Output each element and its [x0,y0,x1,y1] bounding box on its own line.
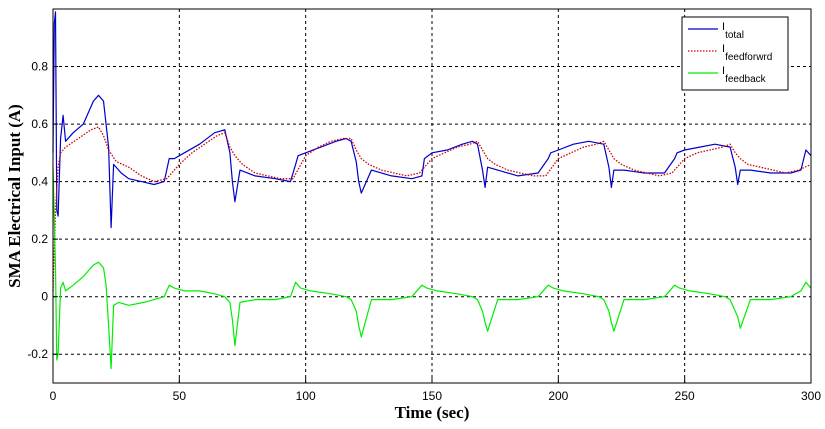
series-line-i-feedback [52,167,812,370]
y-tick-label: 0.2 [31,232,48,246]
grid [53,9,811,383]
x-tick-label: 50 [173,389,187,403]
series-line-i-total [52,11,812,229]
series-layer [52,11,812,370]
x-tick-label: 150 [422,389,442,403]
legend-sublabel-i-total: total [725,30,744,41]
legend-sublabel-i-feedforwrd: feedforwrd [725,52,772,63]
x-tick-label: 250 [675,389,695,403]
y-tick-label: -0.2 [27,347,48,361]
y-tick-label: 0.8 [31,60,48,74]
legend-sublabel-i-feedback: feedback [725,74,767,85]
x-axis-label: Time (sec) [395,403,470,422]
y-tick-label: 0.6 [31,117,48,131]
y-axis-label: SMA Electrical Input (A) [5,104,24,288]
x-tick-label: 300 [801,389,821,403]
y-tick-label: 0.4 [31,175,48,189]
x-tick-label: 100 [296,389,316,403]
ticks: 0 50 100 150 200 250 300 -0.2 0 0.2 0.4 0.6 0.8 [27,60,821,403]
series-line-i-feedforwrd [52,126,812,291]
x-tick-label: 200 [548,389,568,403]
y-tick-label: 0 [41,290,48,304]
x-tick-label: 0 [50,389,57,403]
